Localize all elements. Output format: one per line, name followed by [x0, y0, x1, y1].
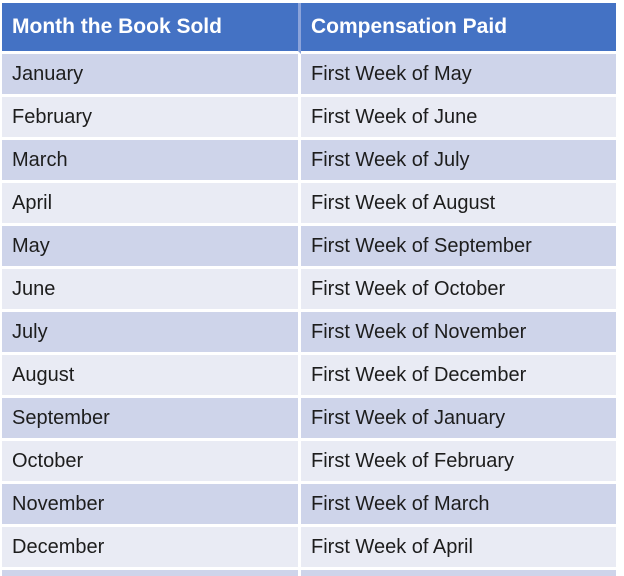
compensation-cell: First Week of October [301, 269, 616, 312]
table-row: June First Week of October [2, 269, 616, 312]
column-header-compensation-paid: Compensation Paid [301, 3, 616, 54]
month-cell: November [2, 484, 301, 527]
compensation-cell: First Week of May [301, 54, 616, 97]
table-row: February First Week of June [2, 97, 616, 140]
table-row: November First Week of March [2, 484, 616, 527]
month-cell: October [2, 441, 301, 484]
compensation-cell: First Week of April [301, 527, 616, 570]
compensation-cell: First Week of September [301, 226, 616, 269]
compensation-cell: First Week of December [301, 355, 616, 398]
month-cell: January [2, 54, 301, 97]
compensation-cell: First Week of July [301, 140, 616, 183]
month-cell: May [2, 226, 301, 269]
month-cell: July [2, 312, 301, 355]
month-cell: April [2, 183, 301, 226]
compensation-cell: First Week of January [301, 398, 616, 441]
compensation-table: Month the Book Sold Compensation Paid Ja… [2, 3, 616, 570]
column-header-month-sold: Month the Book Sold [2, 3, 301, 54]
table-row: January First Week of May [2, 54, 616, 97]
compensation-cell: First Week of November [301, 312, 616, 355]
month-cell: August [2, 355, 301, 398]
cropped-next-row-sliver [2, 570, 616, 576]
table-row: December First Week of April [2, 527, 616, 570]
table-body: January First Week of May February First We… [2, 54, 616, 570]
compensation-cell: First Week of June [301, 97, 616, 140]
month-cell: June [2, 269, 301, 312]
table-row: April First Week of August [2, 183, 616, 226]
month-cell: September [2, 398, 301, 441]
table-row: May First Week of September [2, 226, 616, 269]
compensation-cell: First Week of March [301, 484, 616, 527]
table-row: October First Week of February [2, 441, 616, 484]
table-row: July First Week of November [2, 312, 616, 355]
table-row: March First Week of July [2, 140, 616, 183]
month-cell: February [2, 97, 301, 140]
table-row: September First Week of January [2, 398, 616, 441]
compensation-cell: First Week of February [301, 441, 616, 484]
table-row: August First Week of December [2, 355, 616, 398]
month-cell: December [2, 527, 301, 570]
compensation-cell: First Week of August [301, 183, 616, 226]
month-cell: March [2, 140, 301, 183]
header-row: Month the Book Sold Compensation Paid [2, 3, 616, 54]
